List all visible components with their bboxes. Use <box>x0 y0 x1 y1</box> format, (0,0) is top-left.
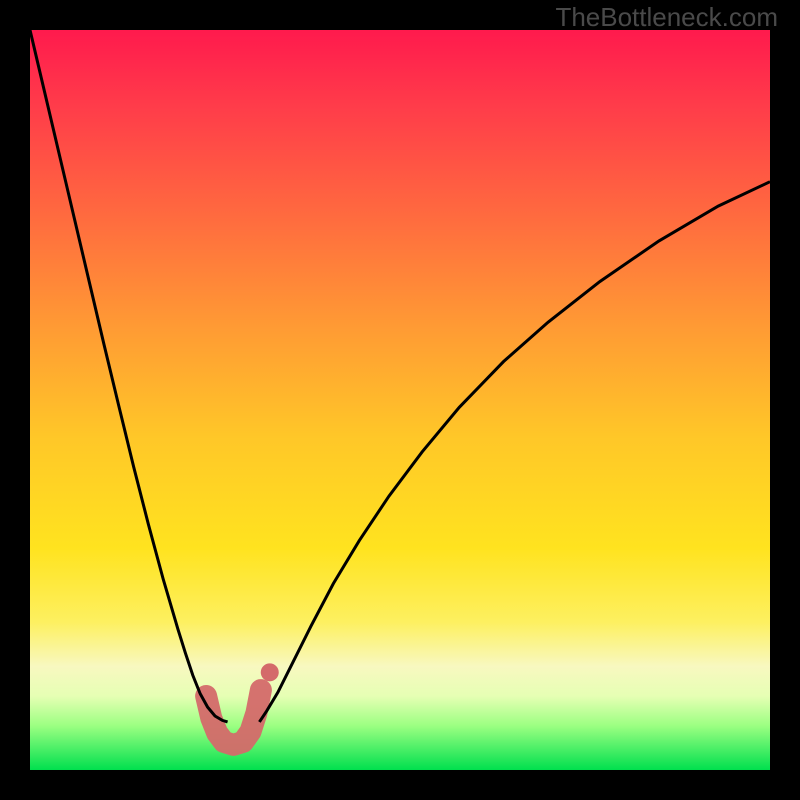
curves-layer <box>0 0 800 800</box>
chart-root: TheBottleneck.com <box>0 0 800 800</box>
watermark-text: TheBottleneck.com <box>555 2 778 33</box>
